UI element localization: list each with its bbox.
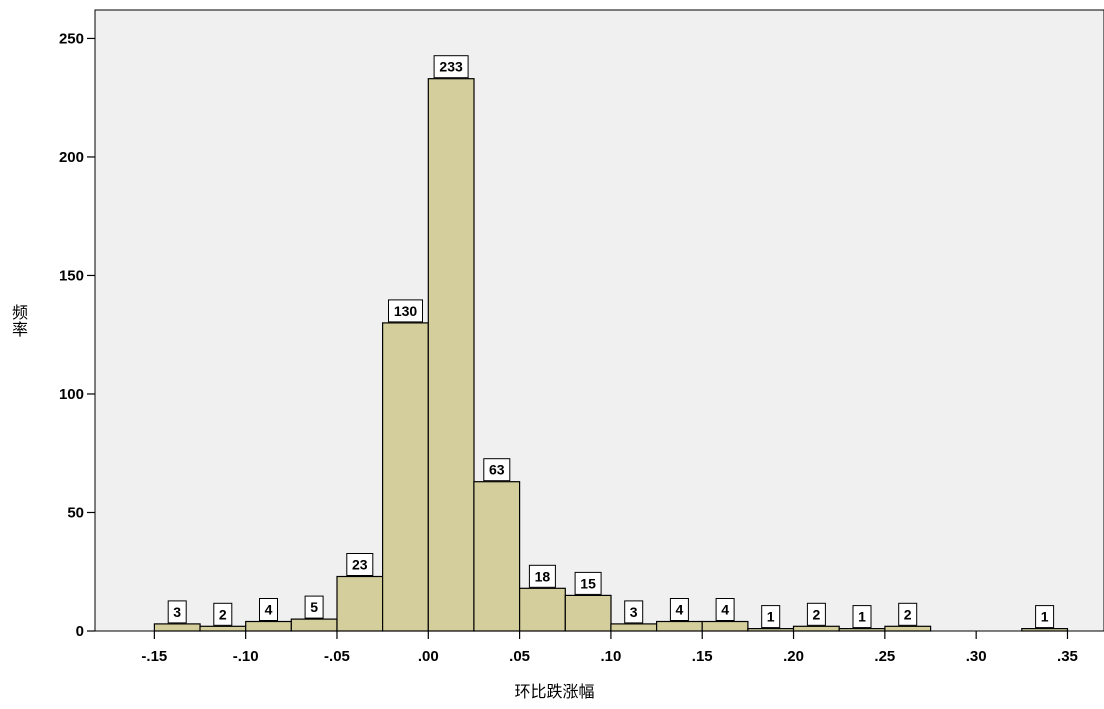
data-label: 2 bbox=[813, 606, 821, 622]
x-tick-label: .25 bbox=[874, 648, 895, 665]
data-label: 4 bbox=[265, 602, 273, 618]
x-axis: -.15 -.10 -.05 .00 .05 .10 .15 .20 .25 .30 .35 bbox=[141, 631, 1078, 665]
data-label-box bbox=[528, 564, 556, 588]
data-label-box bbox=[304, 595, 324, 619]
data-label-box bbox=[852, 605, 872, 629]
x-tick-label: .15 bbox=[692, 648, 713, 665]
data-label-box bbox=[167, 600, 187, 624]
data-label: 4 bbox=[676, 602, 684, 618]
y-tick-label: 200 bbox=[59, 149, 84, 166]
data-label-box bbox=[483, 458, 511, 482]
data-label-box bbox=[715, 598, 735, 621]
y-tick-label: 150 bbox=[59, 267, 84, 284]
data-label-box bbox=[388, 299, 423, 323]
data-label: 4 bbox=[721, 602, 729, 618]
data-label-box bbox=[761, 605, 781, 629]
data-label-box bbox=[259, 598, 278, 621]
histogram-bar bbox=[473, 481, 521, 632]
data-label: 2 bbox=[219, 606, 227, 622]
data-label-box bbox=[574, 571, 602, 595]
histogram-bar bbox=[701, 620, 749, 632]
data-label: 63 bbox=[489, 462, 505, 478]
data-label: 3 bbox=[173, 604, 181, 620]
data-label-box bbox=[433, 55, 469, 79]
data-label: 130 bbox=[394, 303, 418, 319]
histogram-bar bbox=[792, 625, 840, 632]
histogram-bar bbox=[518, 587, 566, 632]
histogram-bar bbox=[382, 322, 429, 632]
data-label-box bbox=[1035, 605, 1055, 629]
histogram-bar bbox=[199, 625, 247, 632]
x-tick-label: .20 bbox=[783, 648, 804, 665]
data-label: 3 bbox=[630, 604, 638, 620]
data-label-box bbox=[669, 598, 689, 621]
histogram-bar bbox=[427, 78, 475, 632]
x-tick-label: .30 bbox=[966, 648, 987, 665]
histogram-bar bbox=[290, 618, 338, 632]
data-label-box bbox=[346, 553, 374, 576]
y-tick-label: 100 bbox=[59, 386, 84, 403]
x-tick-label: -.15 bbox=[141, 648, 167, 665]
plot-area bbox=[94, 9, 1104, 632]
data-label: 233 bbox=[439, 59, 463, 75]
data-label-box bbox=[213, 602, 233, 626]
x-tick-label: .00 bbox=[418, 648, 439, 665]
data-label: 23 bbox=[352, 557, 368, 573]
y-tick-label: 250 bbox=[59, 30, 84, 47]
data-label: 1 bbox=[858, 609, 866, 625]
histogram-bar bbox=[336, 575, 384, 632]
data-label-box bbox=[624, 600, 644, 624]
histogram-bar bbox=[245, 620, 292, 632]
y-tick-label: 50 bbox=[67, 504, 84, 521]
x-tick-label: .10 bbox=[600, 648, 621, 665]
histogram-bar bbox=[610, 623, 658, 632]
x-tick-label: -.05 bbox=[324, 648, 350, 665]
y-axis: 0 50 100 150 200 250 bbox=[59, 30, 95, 640]
y-axis-title: 频率 bbox=[12, 304, 28, 339]
histogram-bars: 3 2 4 5 23 130 233 63 18 15 3 4 4 1 2 1 2 1 bbox=[153, 55, 1069, 632]
histogram-bar bbox=[153, 623, 201, 632]
histogram-bar bbox=[1021, 627, 1069, 632]
histogram-bar bbox=[564, 594, 612, 632]
histogram-bar bbox=[884, 625, 932, 632]
x-tick-label: .05 bbox=[509, 648, 530, 665]
x-tick-label: .35 bbox=[1057, 648, 1078, 665]
x-axis-title: 环比跌涨幅 bbox=[514, 683, 594, 701]
data-label: 1 bbox=[1041, 609, 1049, 625]
data-label: 5 bbox=[310, 599, 318, 615]
data-label-box bbox=[898, 602, 918, 626]
data-label: 18 bbox=[535, 568, 551, 584]
data-label: 2 bbox=[904, 606, 912, 622]
x-tick-label: -.10 bbox=[233, 648, 259, 665]
histogram-bar bbox=[655, 620, 703, 632]
data-label: 1 bbox=[767, 609, 775, 625]
y-tick-label: 0 bbox=[76, 623, 84, 640]
histogram-bar bbox=[747, 627, 795, 632]
data-label: 15 bbox=[580, 575, 596, 591]
histogram-bar bbox=[838, 627, 886, 632]
data-label-box bbox=[806, 602, 826, 626]
